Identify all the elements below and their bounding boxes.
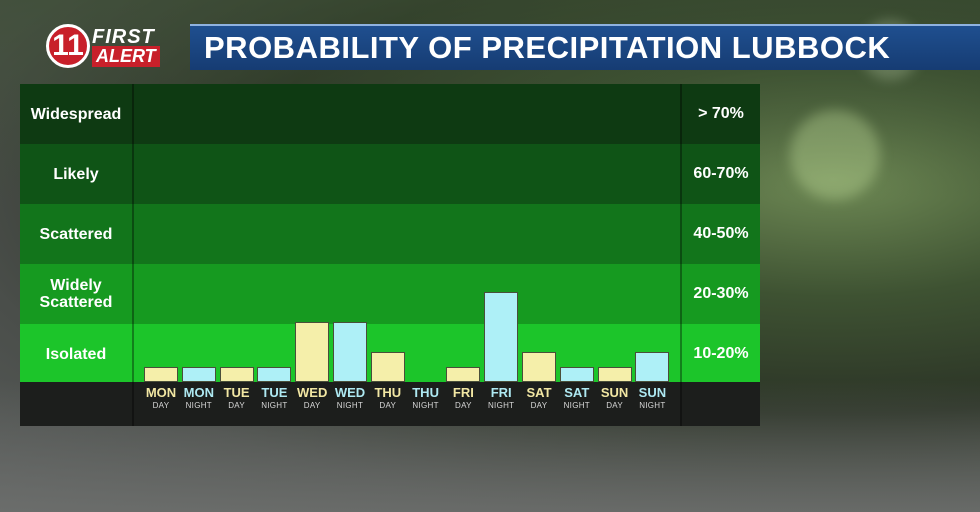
band-label: Widely Scattered xyxy=(39,277,113,311)
x-tick-label: FRI NIGHT xyxy=(482,386,520,412)
x-tick-period: DAY xyxy=(303,401,321,410)
bar-tue-day xyxy=(219,367,254,382)
band-widespread xyxy=(20,84,760,144)
x-tick-period: NIGHT xyxy=(336,401,364,410)
title-bar: PROBABILITY OF PRECIPITATION LUBBOCK xyxy=(190,24,980,70)
bar-mon-night xyxy=(181,367,216,382)
x-tick-label: FRI DAY xyxy=(444,386,482,412)
x-tick-day: MON xyxy=(145,385,177,400)
logo-alert: ALERT xyxy=(92,46,160,67)
x-tick-day: THU xyxy=(374,385,402,400)
bar-sun-night xyxy=(635,352,670,382)
band-widely-scattered xyxy=(20,264,760,324)
x-tick-period: NIGHT xyxy=(261,401,288,410)
bar-thu-day xyxy=(370,352,405,382)
right-axis-divider xyxy=(680,84,682,426)
x-tick-label: MON DAY xyxy=(142,386,180,412)
band-range: 20-30% xyxy=(693,285,749,302)
x-tick-period: DAY xyxy=(379,401,397,410)
x-tick-period: DAY xyxy=(606,401,623,410)
x-tick-label: WED NIGHT xyxy=(331,386,369,412)
x-tick-day: SAT xyxy=(564,385,590,400)
bar-mon-day xyxy=(144,367,178,382)
x-tick-period: DAY xyxy=(228,401,245,410)
band-label: Scattered xyxy=(39,225,113,243)
bar-sat-day xyxy=(522,352,556,382)
x-tick-day: TUE xyxy=(261,385,288,400)
x-tick-period: DAY xyxy=(152,401,170,410)
band-label: Likely xyxy=(53,165,99,183)
x-axis-strip xyxy=(20,382,760,426)
x-tick-period: NIGHT xyxy=(639,401,666,410)
band-range: 60-70% xyxy=(693,165,749,182)
x-tick-day: FRI xyxy=(490,385,512,400)
x-tick-day: WED xyxy=(297,385,328,400)
x-tick-label: MON NIGHT xyxy=(180,386,218,412)
x-tick-label: THU DAY xyxy=(369,386,407,412)
x-tick-day: TUE xyxy=(223,385,250,400)
x-tick-label: TUE DAY xyxy=(218,386,256,412)
logo-first: FIRST xyxy=(92,26,155,48)
background-bokeh xyxy=(790,110,880,200)
bar-sun-day xyxy=(597,367,632,382)
x-tick-label: SAT DAY xyxy=(520,386,558,412)
bar-tue-night xyxy=(257,367,292,382)
left-axis-divider xyxy=(132,84,134,426)
x-tick-period: NIGHT xyxy=(563,401,590,410)
x-tick-day: SUN xyxy=(638,385,667,400)
x-tick-period: DAY xyxy=(530,401,548,410)
x-tick-day: SUN xyxy=(600,385,629,400)
x-tick-period: NIGHT xyxy=(487,401,515,410)
x-tick-label: SAT NIGHT xyxy=(558,386,596,412)
bar-fri-day xyxy=(446,367,481,382)
x-tick-day: WED xyxy=(334,385,366,400)
x-tick-day: FRI xyxy=(452,385,474,400)
x-tick-label: THU NIGHT xyxy=(407,386,445,412)
x-tick-label: WED DAY xyxy=(293,386,331,412)
bar-wed-night xyxy=(333,322,367,382)
band-range: 10-20% xyxy=(693,345,749,362)
page-title: PROBABILITY OF PRECIPITATION LUBBOCK xyxy=(204,30,891,65)
x-tick-day: THU xyxy=(412,385,439,400)
band-label: Widespread xyxy=(30,105,122,123)
band-range: > 70% xyxy=(698,105,744,122)
bar-sat-night xyxy=(559,367,594,382)
bar-fri-night xyxy=(484,292,519,382)
x-tick-label: TUE NIGHT xyxy=(255,386,293,412)
x-tick-period: DAY xyxy=(455,401,472,410)
x-tick-period: NIGHT xyxy=(412,401,439,410)
bar-wed-day xyxy=(295,322,330,382)
x-tick-label: SUN NIGHT xyxy=(633,386,671,412)
x-tick-label: SUN DAY xyxy=(596,386,634,412)
x-tick-day: MON xyxy=(183,385,214,400)
band-label: Isolated xyxy=(45,345,107,363)
station-logo: 11 FIRST ALERT xyxy=(46,24,176,72)
x-tick-period: NIGHT xyxy=(185,401,212,410)
x-tick-day: SAT xyxy=(526,385,552,400)
logo-number: 11 xyxy=(46,24,90,68)
band-likely xyxy=(20,144,760,204)
band-range: 40-50% xyxy=(693,225,749,242)
band-scattered xyxy=(20,204,760,264)
